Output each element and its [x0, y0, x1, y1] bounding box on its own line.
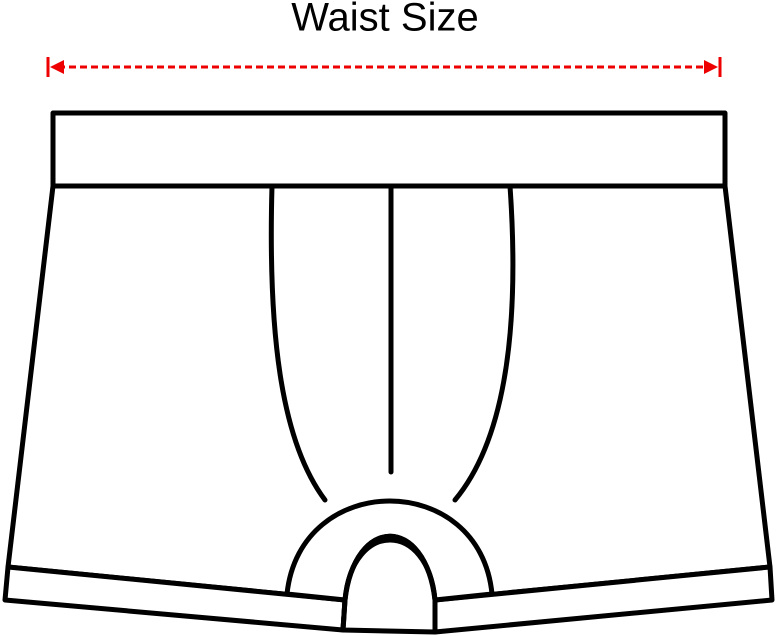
briefs-outline [2, 110, 775, 635]
measure-label: Waist Size [291, 0, 478, 40]
measure-arrow [46, 57, 722, 77]
